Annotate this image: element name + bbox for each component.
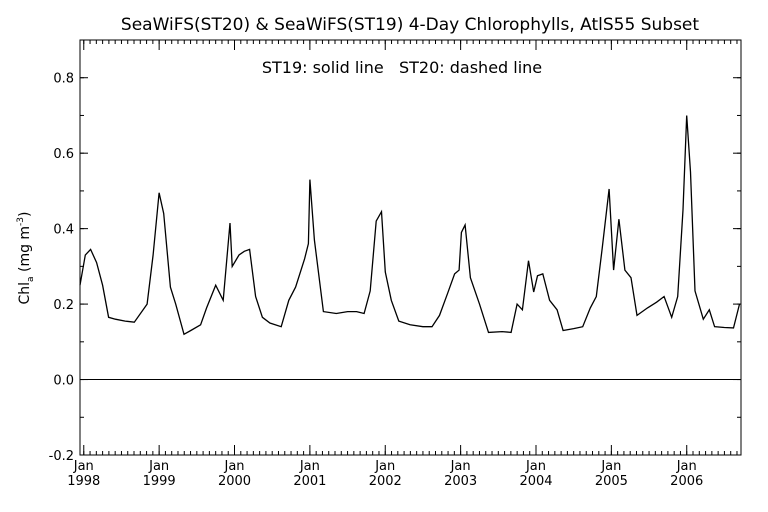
x-tick-year-label: 2005 bbox=[595, 474, 628, 489]
y-label-sub: a bbox=[26, 276, 36, 282]
y-tick-label: 0.0 bbox=[53, 374, 74, 389]
y-axis-ticks: -0.2 0.0 0.2 0.4 0.6 0.8 bbox=[49, 39, 741, 464]
y-tick-label: 0.8 bbox=[53, 72, 74, 87]
y-tick-label: 0.2 bbox=[53, 298, 74, 313]
x-tick-month-label: Jan bbox=[676, 459, 697, 474]
y-tick-label: 0.6 bbox=[53, 147, 74, 162]
x-tick-month-label: Jan bbox=[600, 459, 621, 474]
x-tick-month-label: Jan bbox=[525, 459, 546, 474]
y-tick-label: -0.2 bbox=[49, 449, 74, 464]
x-tick-year-label: 2006 bbox=[670, 474, 703, 489]
x-tick-month-label: Jan bbox=[73, 459, 94, 474]
chart-annotation: ST19: solid line ST20: dashed line bbox=[262, 58, 542, 77]
y-label-units: (mg m bbox=[17, 226, 33, 277]
x-tick-month-label: Jan bbox=[374, 459, 395, 474]
x-tick-month-label: Jan bbox=[223, 459, 244, 474]
x-tick-year-label: 2001 bbox=[293, 474, 326, 489]
plot-frame bbox=[79, 39, 742, 456]
x-tick-month-label: Jan bbox=[450, 459, 471, 474]
y-label-units-exp: -3 bbox=[16, 217, 26, 226]
x-tick-year-label: 1999 bbox=[143, 474, 176, 489]
series-group bbox=[79, 115, 741, 336]
y-label-units-close: ) bbox=[17, 211, 33, 216]
chart-title: SeaWiFS(ST20) & SeaWiFS(ST19) 4-Day Chlo… bbox=[121, 15, 699, 35]
y-tick-label: 0.4 bbox=[53, 223, 74, 238]
x-tick-year-label: 2000 bbox=[218, 474, 251, 489]
x-tick-month-label: Jan bbox=[148, 459, 169, 474]
x-tick-year-label: 2002 bbox=[369, 474, 402, 489]
y-label-main: Chl bbox=[17, 282, 33, 305]
x-tick-year-label: 2003 bbox=[444, 474, 477, 489]
x-tick-month-label: Jan bbox=[299, 459, 320, 474]
series-line-st19 bbox=[79, 115, 741, 336]
x-tick-year-label: 2004 bbox=[519, 474, 552, 489]
x-tick-year-label: 1998 bbox=[67, 474, 100, 489]
x-axis-ticks: Jan1998Jan1999Jan2000Jan2001Jan2002Jan20… bbox=[67, 40, 738, 489]
y-axis-label: Chla (mg m-3) bbox=[16, 211, 36, 304]
